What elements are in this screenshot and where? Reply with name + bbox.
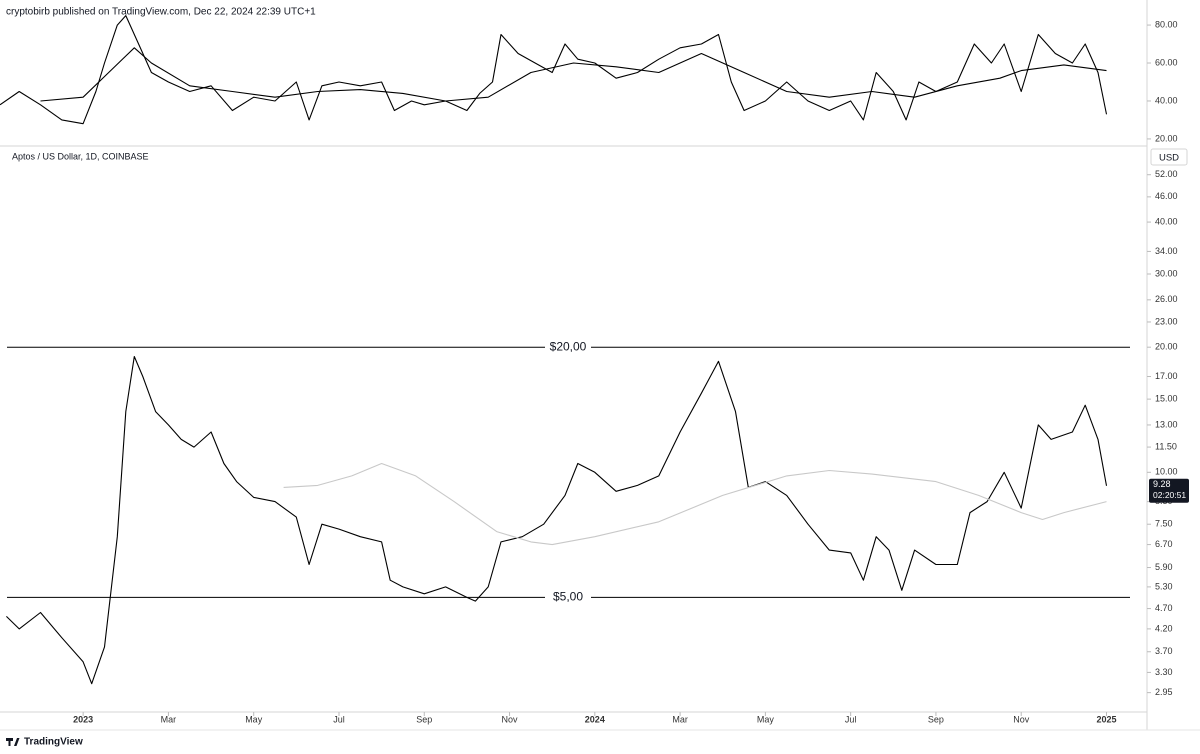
- x-tick-label: Sep: [416, 714, 432, 724]
- level-label-bg: [545, 589, 591, 606]
- x-tick-label: Mar: [672, 714, 688, 724]
- y-tick-label: 4.70: [1155, 603, 1173, 613]
- y-tick-label: 11.50: [1155, 441, 1177, 451]
- y-tick-label: 52.00: [1155, 169, 1178, 179]
- y-tick-label: 3.30: [1155, 667, 1173, 677]
- x-tick-label: 2024: [585, 714, 605, 724]
- level-label: $5,00: [553, 590, 583, 604]
- symbol-title: Aptos / US Dollar, 1D, COINBASE: [12, 151, 149, 161]
- y-tick-label: 80.00: [1155, 19, 1178, 29]
- y-tick-label: 60.00: [1155, 57, 1178, 67]
- x-tick-label: Sep: [928, 714, 944, 724]
- y-tick-label: 40.00: [1155, 95, 1178, 105]
- y-tick-label: 7.50: [1155, 519, 1173, 529]
- series-line: [40, 47, 1107, 102]
- y-tick-label: 3.70: [1155, 646, 1173, 656]
- y-tick-label: 15.00: [1155, 393, 1178, 403]
- x-tick-label: Jul: [845, 714, 857, 724]
- footer-brand: TradingView: [24, 737, 83, 748]
- series-line: [0, 15, 1108, 125]
- last-price-label: 9.28: [1153, 479, 1171, 489]
- y-tick-label: 6.70: [1155, 539, 1173, 549]
- y-tick-label: 17.00: [1155, 371, 1178, 381]
- y-tick-label: 26.00: [1155, 294, 1178, 304]
- y-tick-label: 23.00: [1155, 316, 1178, 326]
- countdown-label: 02:20:51: [1153, 490, 1186, 500]
- series-line: [6, 355, 1108, 685]
- y-tick-label: 20.00: [1155, 133, 1178, 143]
- level-label-bg: [545, 339, 591, 356]
- currency-box: [1150, 148, 1188, 166]
- x-tick-label: May: [757, 714, 775, 724]
- level-label: $20,00: [550, 339, 587, 353]
- y-tick-label: 4.20: [1155, 623, 1173, 633]
- x-tick-label: 2023: [73, 714, 93, 724]
- x-tick-label: 2025: [1096, 714, 1116, 724]
- x-tick-label: Mar: [161, 714, 177, 724]
- tradingview-logo: [6, 738, 20, 746]
- x-tick-label: Jul: [333, 714, 345, 724]
- y-tick-label: 20.00: [1155, 342, 1178, 352]
- y-tick-label: 40.00: [1155, 216, 1178, 226]
- publisher-note: cryptobirb published on TradingView.com,…: [6, 7, 316, 18]
- y-tick-label: 30.00: [1155, 268, 1178, 278]
- y-tick-label: 13.00: [1155, 419, 1178, 429]
- currency-label: USD: [1159, 153, 1179, 164]
- last-price-box: [1149, 478, 1189, 503]
- x-tick-label: Nov: [1013, 714, 1030, 724]
- y-tick-label: 34.00: [1155, 246, 1178, 256]
- x-tick-label: Nov: [502, 714, 519, 724]
- y-tick-label: 10.00: [1155, 467, 1178, 477]
- y-tick-label: 5.90: [1155, 562, 1173, 572]
- y-tick-label: 5.30: [1155, 581, 1173, 591]
- x-tick-label: May: [245, 714, 263, 724]
- series-line: [283, 462, 1107, 546]
- y-tick-label: 46.00: [1155, 191, 1178, 201]
- y-tick-label: 2.95: [1155, 687, 1173, 697]
